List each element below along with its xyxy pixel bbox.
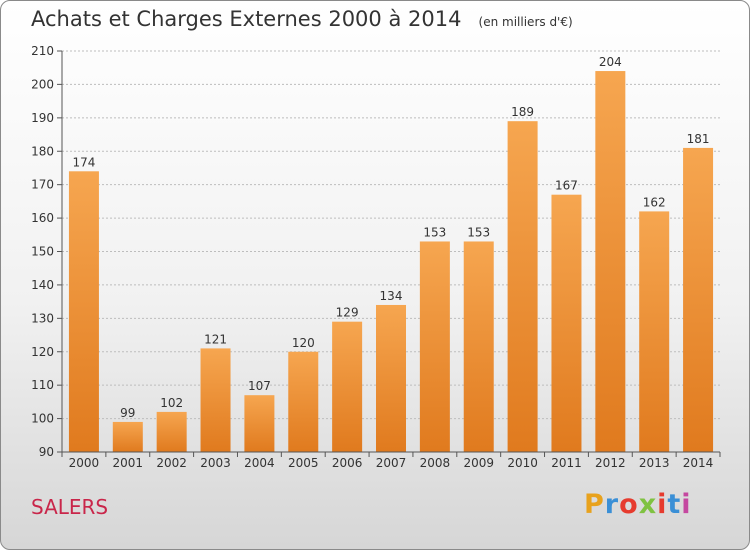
bar-value-label: 120 (292, 336, 315, 350)
x-tick-label: 2001 (113, 456, 144, 470)
bar (288, 351, 319, 452)
bar-value-label: 153 (423, 225, 446, 239)
bar-value-label: 99 (120, 406, 135, 420)
bar-value-label: 189 (511, 105, 534, 119)
x-tick-label: 2003 (200, 456, 231, 470)
bar (507, 121, 538, 453)
bar (551, 194, 582, 453)
y-tick-label: 140 (31, 278, 54, 292)
bar (683, 147, 714, 453)
x-tick-label: 2000 (69, 456, 100, 470)
y-tick-label: 120 (31, 345, 54, 359)
bar-value-label: 181 (687, 132, 710, 146)
proxiti-logo: Proxiti (584, 489, 692, 520)
y-tick-label: 130 (31, 311, 54, 325)
bar (156, 411, 187, 452)
y-tick-label: 210 (31, 44, 54, 58)
y-tick-label: 170 (31, 178, 54, 192)
x-tick-label: 2014 (683, 456, 714, 470)
bar (332, 321, 363, 452)
bar-value-label: 134 (380, 289, 403, 303)
bar-layer: 174 99 102 121 107 120 129 134 153 153 189 167 204 16… (68, 55, 714, 453)
y-tick-label: 160 (31, 211, 54, 225)
x-tick-label: 2012 (595, 456, 626, 470)
y-tick-label: 180 (31, 144, 54, 158)
x-tick-label: 2005 (288, 456, 319, 470)
axis-layer: 90 100 110 120 130 140 150 160 170 180 190 200 210 20… (31, 44, 721, 470)
y-tick-label: 150 (31, 245, 54, 259)
y-tick-label: 110 (31, 378, 54, 392)
x-tick-label: 2009 (463, 456, 494, 470)
bar (463, 241, 494, 452)
x-tick-label: 2008 (420, 456, 451, 470)
bar-value-label: 107 (248, 379, 271, 393)
bar (419, 241, 450, 452)
bar-value-label: 174 (72, 155, 95, 169)
bar (244, 395, 275, 452)
bar-value-label: 162 (643, 195, 666, 209)
bar (639, 211, 670, 452)
y-tick-label: 190 (31, 111, 54, 125)
chart-title: Achats et Charges Externes 2000 à 2014 (31, 7, 462, 31)
x-tick-label: 2002 (156, 456, 187, 470)
x-tick-label: 2011 (551, 456, 582, 470)
bar (376, 304, 406, 452)
commune-name: SALERS (31, 495, 109, 519)
y-tick-label: 100 (31, 412, 54, 426)
x-tick-label: 2006 (332, 456, 363, 470)
bar-value-label: 102 (160, 396, 183, 410)
bar-value-label: 153 (467, 225, 490, 239)
bar (68, 171, 99, 453)
y-tick-label: 200 (31, 77, 54, 91)
bar-value-label: 204 (599, 55, 622, 69)
bar (200, 348, 231, 452)
y-tick-label: 90 (39, 445, 54, 459)
bar-value-label: 129 (336, 306, 359, 320)
x-tick-label: 2007 (376, 456, 407, 470)
x-tick-label: 2010 (507, 456, 538, 470)
bar (595, 71, 626, 453)
x-tick-label: 2013 (639, 456, 670, 470)
bar (112, 421, 143, 452)
x-tick-label: 2004 (244, 456, 275, 470)
bar-value-label: 121 (204, 332, 227, 346)
chart-unit-note: (en milliers d'€) (478, 15, 573, 29)
title-row: Achats et Charges Externes 2000 à 2014 (… (31, 7, 573, 31)
bar-value-label: 167 (555, 179, 578, 193)
